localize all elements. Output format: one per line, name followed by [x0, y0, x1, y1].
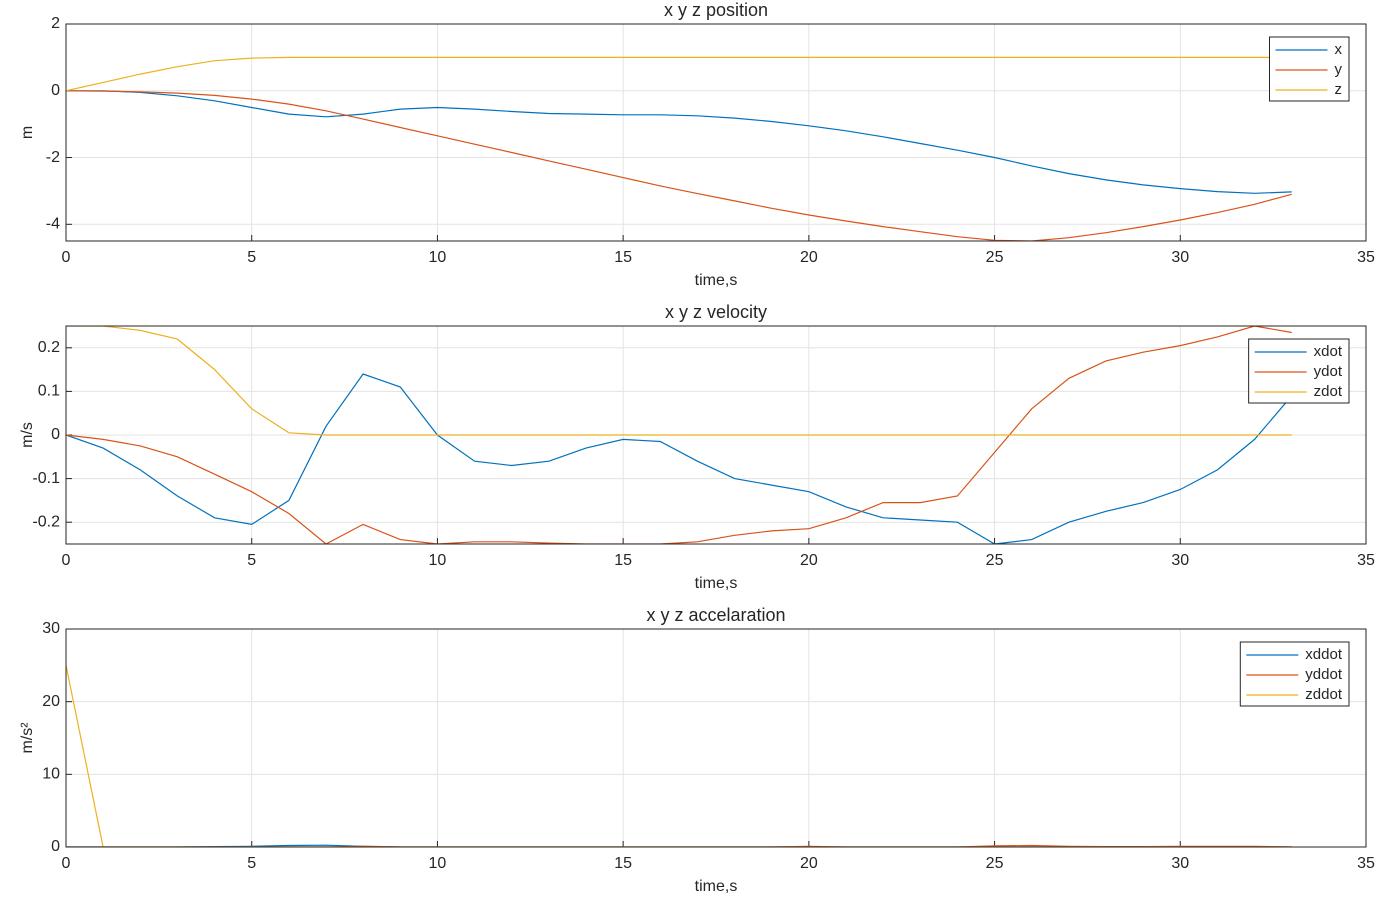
- data-line: [66, 90, 1292, 241]
- y-tick-label: 0: [51, 426, 60, 443]
- x-tick-label: 15: [614, 249, 632, 266]
- axes-box: [65, 325, 1367, 545]
- y-tick-label: 20: [42, 693, 60, 710]
- axes-box: [65, 23, 1367, 242]
- x-tick-label: 30: [1171, 249, 1189, 266]
- x-tick-label: 30: [1171, 855, 1189, 872]
- legend-label: z: [1335, 81, 1343, 98]
- x-tick-label: 10: [429, 249, 447, 266]
- x-axis-label: time,s: [695, 272, 738, 289]
- data-line: [66, 844, 1292, 847]
- x-tick-label: 5: [247, 249, 256, 266]
- chart-title: x y z velocity: [665, 302, 767, 322]
- data-line: [66, 90, 1292, 194]
- x-tick-label: 10: [429, 855, 447, 872]
- data-line: [66, 326, 1292, 436]
- y-axis-label: m: [19, 126, 36, 139]
- y-tick-label: -2: [46, 149, 60, 166]
- axes-box: [65, 628, 1367, 848]
- plot-area: [66, 629, 1366, 847]
- data-line: [66, 373, 1293, 544]
- x-axis-label: time,s: [695, 878, 738, 895]
- y-axis-label: m/s²: [19, 722, 36, 754]
- x-tick-label: 20: [800, 855, 818, 872]
- y-tick-label: -0.2: [32, 513, 60, 530]
- x-tick-label: 20: [800, 552, 818, 569]
- x-tick-label: 25: [986, 249, 1004, 266]
- x-tick-label: 15: [614, 855, 632, 872]
- legend-label: yddot: [1305, 666, 1343, 683]
- x-tick-label: 0: [62, 855, 71, 872]
- x-tick-label: 5: [247, 855, 256, 872]
- y-tick-label: 0.1: [38, 383, 60, 400]
- y-tick-label: 0: [51, 82, 60, 99]
- y-tick-label: 2: [51, 15, 60, 32]
- x-tick-label: 35: [1357, 249, 1375, 266]
- legend-label: y: [1335, 61, 1343, 78]
- x-tick-label: 5: [247, 552, 256, 569]
- x-tick-label: 30: [1171, 552, 1189, 569]
- legend-label: ydot: [1314, 363, 1343, 380]
- legend-label: x: [1335, 41, 1343, 58]
- y-tick-label: -0.1: [32, 470, 60, 487]
- chart-title: x y z position: [664, 0, 768, 20]
- x-tick-label: 15: [614, 552, 632, 569]
- x-tick-label: 35: [1357, 552, 1375, 569]
- y-tick-label: 10: [42, 766, 60, 783]
- data-line: [66, 326, 1292, 544]
- legend: xdot ydot zdot: [1248, 338, 1350, 404]
- x-tick-label: 25: [986, 855, 1004, 872]
- legend: xyz: [1269, 36, 1350, 102]
- legend-label: xdot: [1314, 343, 1343, 360]
- x-tick-label: 0: [62, 249, 71, 266]
- y-axis-label: m/s: [19, 422, 36, 448]
- x-tick-label: 10: [429, 552, 447, 569]
- chart-title: x y z accelaration: [646, 605, 785, 625]
- data-line: [66, 56, 1292, 92]
- y-tick-label: 0.2: [38, 339, 60, 356]
- legend: xddot yddot zddot: [1239, 641, 1350, 707]
- x-tick-label: 35: [1357, 855, 1375, 872]
- plot-area: [66, 24, 1366, 241]
- legend-label: zddot: [1305, 686, 1343, 703]
- legend-label: xddot: [1305, 646, 1343, 663]
- x-axis-label: time,s: [695, 575, 738, 592]
- x-tick-label: 25: [986, 552, 1004, 569]
- y-tick-label: 0: [51, 838, 60, 855]
- legend-label: zdot: [1314, 383, 1343, 400]
- y-tick-label: -4: [46, 216, 60, 233]
- x-tick-label: 20: [800, 249, 818, 266]
- y-tick-label: 30: [42, 620, 60, 637]
- x-tick-label: 0: [62, 552, 71, 569]
